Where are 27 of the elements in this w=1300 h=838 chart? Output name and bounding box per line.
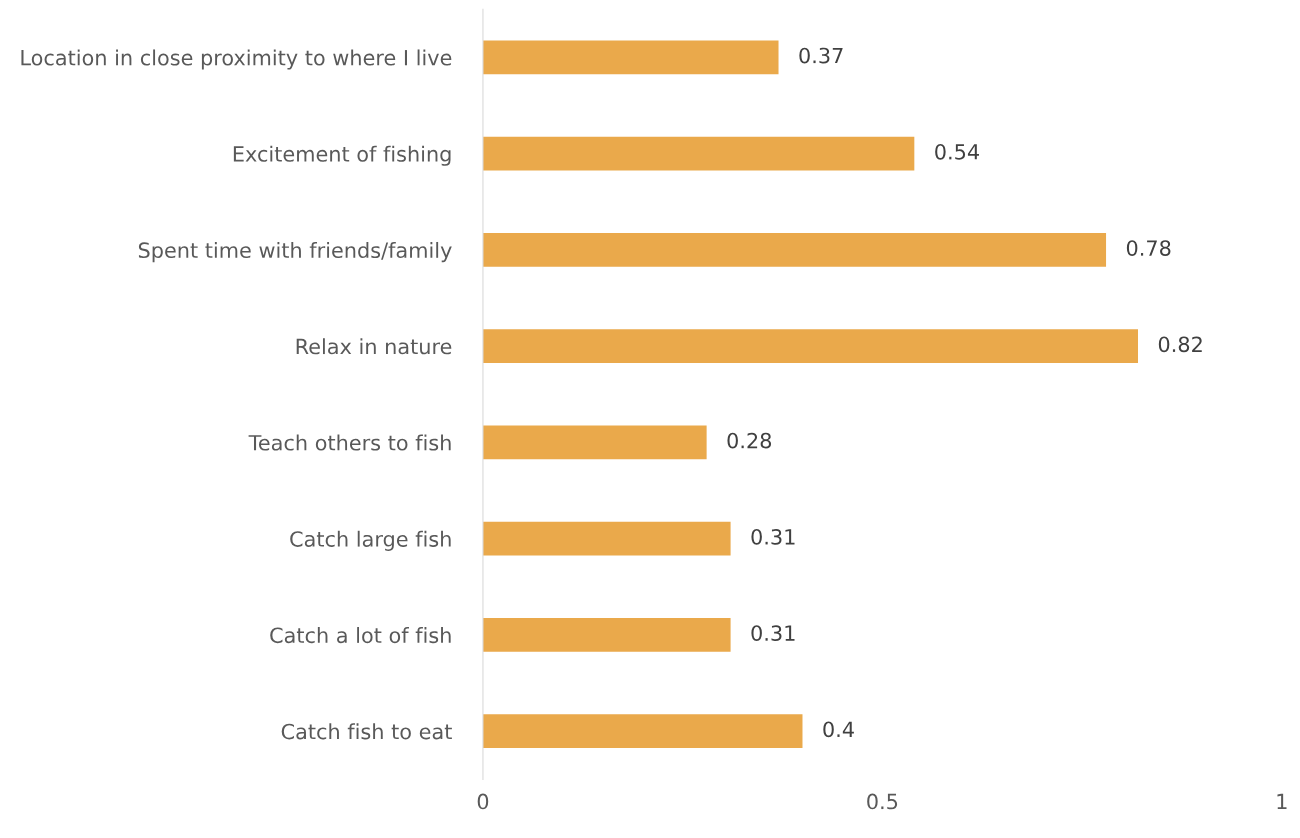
data-label: 0.37 [799,47,843,64]
y-tick-label: Location in close proximity to where I live [21,49,452,70]
y-tick-label: Catch large fish [290,530,451,551]
data-label: 0.28 [727,432,772,449]
bar [482,521,731,556]
data-label: 0.82 [1158,336,1202,353]
data-label: 0.54 [935,143,979,160]
data-label: 0.4 [823,721,854,738]
bar [482,233,1107,267]
x-tick-label: 1 [1277,793,1287,810]
data-label: 0.31 [751,625,795,641]
bar [482,618,731,652]
x-tick-label: 0.5 [867,793,898,810]
y-tick-label: Catch fish to eat [281,723,452,740]
bar [482,425,707,460]
y-tick-label: Relax in nature [296,338,452,355]
y-tick-label: Catch a lot of fish [270,627,451,644]
bar [482,136,915,171]
bar [482,40,779,75]
y-tick-label: Excitement of fishing [233,145,451,166]
x-tick-label: 0 [477,793,489,810]
data-label: 0.78 [1126,240,1171,256]
bar [482,329,1139,363]
bar [482,714,803,749]
data-label: 0.31 [751,528,795,545]
y-tick-label: Spent time with friends/family [138,241,452,263]
y-tick-label: Teach others to fish [248,434,451,451]
